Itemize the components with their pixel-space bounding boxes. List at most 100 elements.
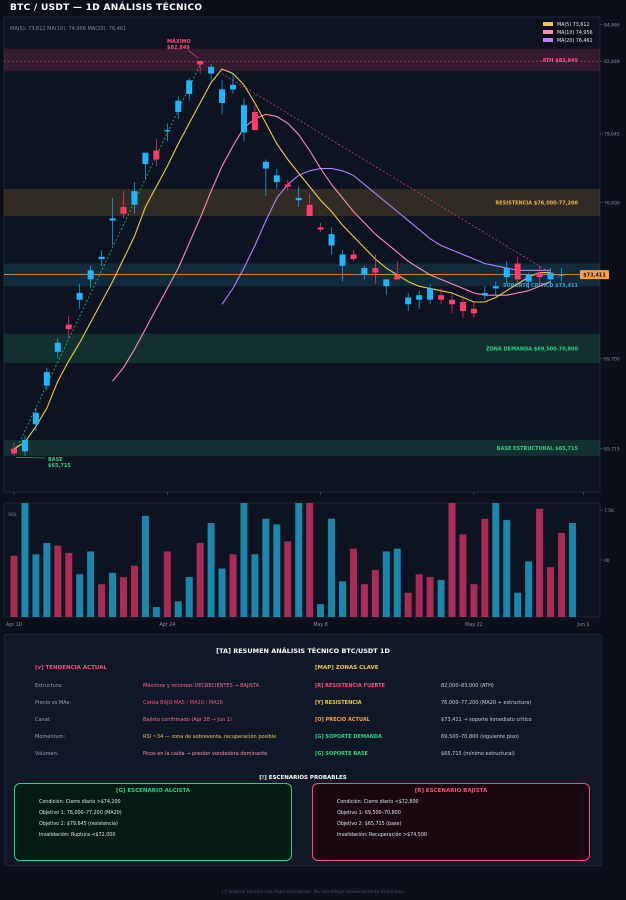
volume-bar [437, 579, 445, 617]
candle-body [525, 274, 532, 282]
trend-row-label: Estructura: [35, 683, 63, 689]
candle-body [54, 342, 61, 352]
trend-row-value: Cotiza BAJO MA5 / MA10 / MA20 [143, 700, 223, 706]
volume-bar [65, 552, 73, 617]
ma-readout: MA(5): 73,612 MA(10): 74,956 MA(20): 76,… [10, 26, 126, 32]
zone-band [4, 439, 600, 456]
volume-bar [98, 584, 106, 617]
zone-row-label: [Y] RESISTENCIA [315, 700, 362, 706]
candle-body [361, 268, 368, 275]
volume-bar [76, 574, 84, 617]
volume-bar [251, 554, 259, 617]
candle-body [240, 105, 247, 133]
volume-bar [306, 503, 314, 617]
candle-body [350, 254, 357, 260]
candle-body [219, 89, 226, 103]
ma5-line [13, 68, 551, 450]
x-tick-label: May 8 [313, 622, 328, 628]
scenarios-title: [!] ESCENARIOS PROBABLES [259, 775, 347, 781]
zone-label: RESISTENCIA $76,000-77,200 [495, 200, 578, 206]
candle-body [503, 268, 510, 278]
y-tick-label: 69,700 [604, 357, 620, 363]
trend-row-value: RSI ~34 — zona de sobreventa, recuperaci… [143, 734, 277, 740]
x-tick-label: Jun 1 [576, 622, 589, 628]
candle-body [164, 130, 171, 132]
volume-bar [470, 584, 478, 617]
zone-label: SOPORTE CRÍTICO $73,411 [503, 281, 579, 289]
candle-body [295, 197, 302, 201]
zone-band [4, 188, 600, 217]
vol-tick-label: 4K [604, 558, 611, 564]
candle-body [273, 175, 280, 183]
zones-heading: [MAP] ZONAS CLAVE [315, 665, 379, 671]
zone-row-label: [R] RESISTENCIA FUERTE [315, 683, 385, 689]
candle-body [98, 256, 105, 260]
candle-body [306, 204, 313, 217]
candle-body [481, 292, 488, 296]
volume-bar [459, 534, 467, 617]
candle-body [262, 161, 269, 169]
volume-bar [43, 542, 51, 617]
candle-body [142, 152, 149, 165]
zone-band [4, 333, 600, 364]
y-tick-label: 82,849 [604, 59, 620, 65]
volume-bar [404, 592, 412, 617]
candle-body [21, 439, 28, 452]
candle-body [284, 184, 291, 187]
volume-axis-label: VOL [8, 512, 18, 518]
volume-bar [152, 607, 160, 617]
legend-label: MA(5) 73,612 [557, 22, 590, 28]
bear-condition: Condición: Cierre diario <$72,800 [337, 800, 419, 805]
trend-heading: [v] TENDENCIA ACTUAL [35, 665, 107, 671]
candle-body [372, 268, 379, 273]
summary-title: [TA] RESUMEN ANÁLISIS TÉCNICO BTC/USDT 1… [216, 647, 390, 655]
page-title: BTC / USDT — 1D ANÁLISIS TÉCNICO [10, 3, 203, 13]
candle-body [32, 412, 39, 425]
y-tick-label: 65,715 [604, 447, 620, 453]
legend-swatch [543, 30, 553, 34]
volume-bar [382, 551, 390, 617]
volume-bar [349, 548, 357, 617]
bear-invalidation: Invalidación: Recuperación >$74,500 [337, 833, 427, 838]
volume-bar [568, 522, 576, 617]
volume-bar [262, 518, 270, 617]
zone-row-value: $73,411 → soporte inmediato crítico [441, 717, 532, 723]
volume-bar [21, 503, 29, 617]
volume-bar [481, 518, 489, 617]
bull-scenario-box: [G] ESCENARIO ALCISTA Condición: Cierre … [14, 783, 292, 861]
volume-bar [426, 577, 434, 617]
candle-body [230, 84, 236, 90]
volume-bar [240, 503, 248, 617]
candle-body [438, 295, 445, 300]
candle-body [339, 254, 346, 266]
bear-scenario-heading: [R] ESCENARIO BAJISTA [414, 788, 488, 794]
volume-bar [328, 518, 336, 617]
volume-bar [120, 577, 127, 617]
candle-body [558, 274, 565, 276]
zone-row-value: 69,500–70,800 (siguiente piso) [441, 734, 519, 740]
trend-row-label: Precio vs MAs: [35, 700, 71, 706]
candle-body [131, 191, 138, 205]
price-panel [3, 16, 601, 493]
zone-band [4, 48, 600, 72]
bear-scenario-box: [R] ESCENARIO BAJISTA Condición: Cierre … [312, 783, 590, 861]
volume-bar [87, 551, 95, 617]
ma10-line [112, 113, 551, 382]
trend-row-label: Volumen: [35, 751, 59, 757]
y-tick-label: 84,466 [604, 23, 620, 29]
max-annotation-value: $82,849 [167, 45, 190, 51]
volume-bar [371, 569, 379, 617]
candle-body [43, 372, 50, 386]
volume-bar [317, 604, 325, 617]
candle-body [427, 288, 434, 300]
candle-body [394, 274, 401, 280]
volume-bar [218, 568, 226, 617]
volume-bar [229, 554, 237, 617]
bull-target-1: Objetivo 1: 76,000–77,200 (MA20) [39, 811, 122, 816]
summary-card: [TA] RESUMEN ANÁLISIS TÉCNICO BTC/USDT 1… [4, 634, 602, 866]
max-annotation-label: MÁXIMO [167, 38, 191, 45]
candle-body [65, 324, 72, 330]
volume-bar [284, 541, 292, 617]
bull-condition: Condición: Cierre diario >$74,200 [39, 800, 121, 805]
